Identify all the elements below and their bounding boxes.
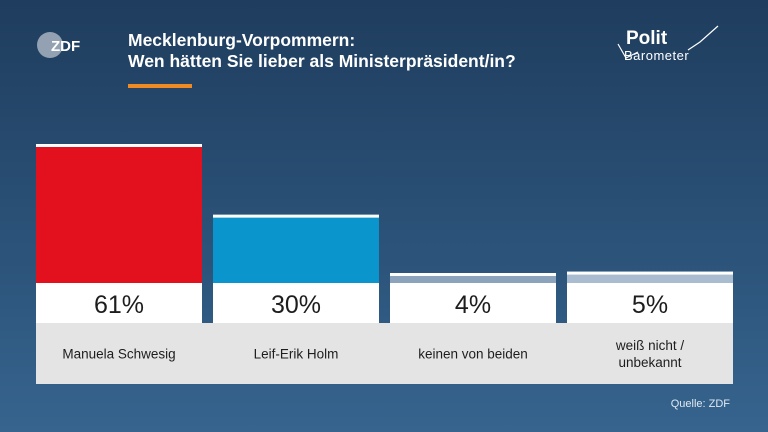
value-box-2 (390, 283, 556, 323)
value-label-2: 4% (455, 291, 491, 319)
value-label-3: 5% (632, 291, 668, 319)
bar-cap-0 (36, 144, 202, 147)
category-label-2: keinen von beiden (418, 347, 528, 362)
bar-3 (567, 271, 733, 283)
polit-logo-line-1: Polit (626, 28, 668, 49)
title-accent-bar (128, 84, 192, 88)
value-label-1: 30% (271, 291, 321, 319)
value-box-1 (213, 283, 379, 323)
bar-cap-1 (213, 214, 379, 218)
value-box-3 (567, 283, 733, 323)
zdf-logo-text: ZDF (51, 38, 80, 55)
category-label-0: Manuela Schwesig (62, 347, 175, 362)
bar-0 (36, 144, 202, 283)
polit-logo-line-2: Barometer (624, 48, 689, 63)
title-line-1: Mecklenburg-Vorpommern: (128, 30, 356, 50)
category-label-3: weiß nicht / unbekannt (615, 338, 685, 370)
category-band (36, 323, 733, 384)
value-box-0 (36, 283, 202, 323)
bar-2 (390, 273, 556, 283)
bar-1 (213, 214, 379, 283)
category-label-1: Leif-Erik Holm (254, 347, 339, 362)
bar-cap-3 (567, 271, 733, 275)
bar-cap-2 (390, 273, 556, 276)
source-note: Quelle: ZDF (670, 398, 730, 410)
value-label-0: 61% (94, 291, 144, 319)
chart-title: Mecklenburg-Vorpommern: Wen hätten Sie l… (128, 30, 516, 72)
zdf-logo: ZDF (37, 32, 80, 58)
title-line-2: Wen hätten Sie lieber als Ministerpräsid… (128, 51, 516, 71)
politbarometer-logo: Polit Barometer (617, 25, 719, 63)
